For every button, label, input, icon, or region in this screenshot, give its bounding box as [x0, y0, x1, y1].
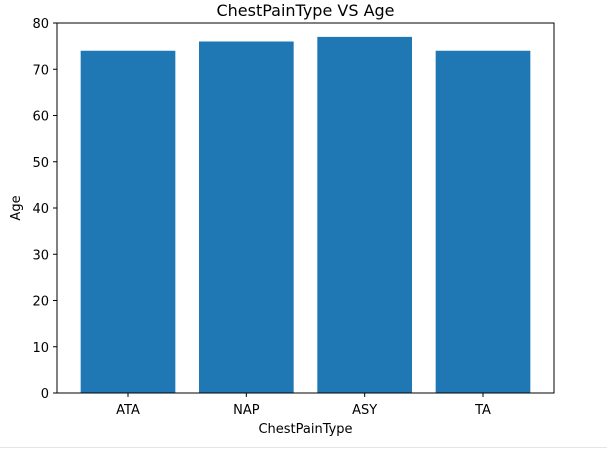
x-tick-label: ATA [116, 403, 140, 418]
x-tick-label: NAP [233, 403, 260, 418]
y-tick-label: 60 [32, 110, 49, 125]
y-tick-label: 30 [32, 248, 49, 263]
bar-ta [435, 50, 531, 393]
chart-title: ChestPainType VS Age [216, 1, 394, 20]
y-tick-label: 20 [32, 295, 49, 310]
y-tick-label: 80 [32, 17, 49, 32]
y-tick-label: 50 [32, 156, 49, 171]
y-axis-label: Age [9, 195, 24, 220]
x-tick-label: TA [474, 403, 491, 418]
x-tick-label: ASY [352, 403, 377, 418]
bars-layer [80, 36, 531, 394]
bar-asy [317, 36, 412, 394]
window-bottom-divider [0, 447, 607, 448]
y-axis-ticks: 0 10 20 30 40 50 60 70 80 [32, 17, 57, 402]
y-tick-label: 70 [32, 63, 49, 78]
y-tick-label: 40 [32, 202, 49, 217]
x-axis-label: ChestPainType [258, 422, 352, 437]
bar-nap [199, 41, 294, 393]
x-axis-ticks: ATA NAP ASY TA [116, 393, 491, 418]
y-tick-label: 0 [41, 387, 49, 402]
y-tick-label: 10 [32, 341, 49, 356]
bar-ata [80, 50, 176, 393]
